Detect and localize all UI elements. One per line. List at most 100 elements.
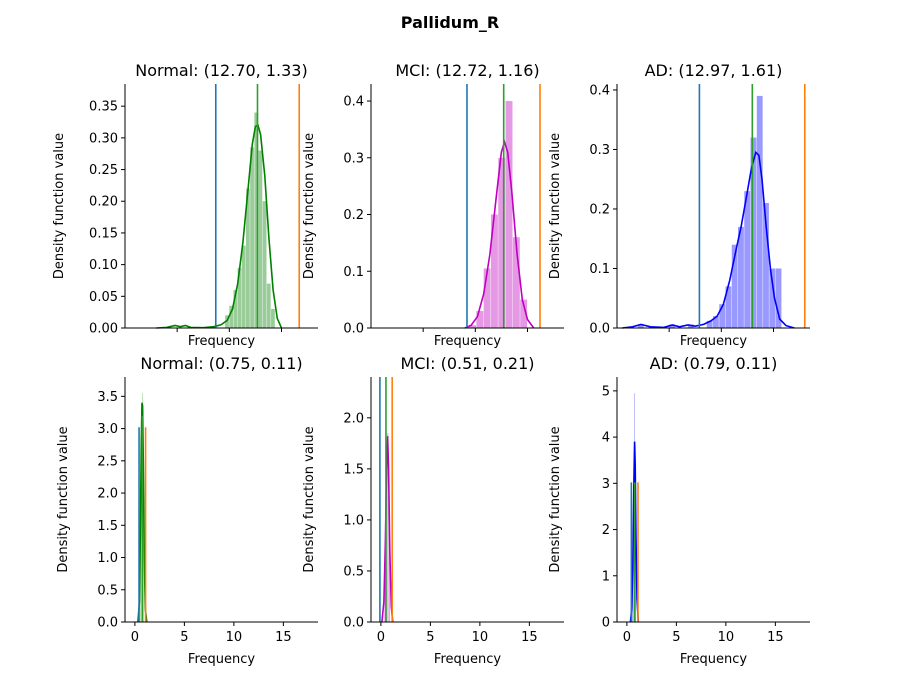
hist-bar: [775, 268, 782, 328]
x-tick-label: 15: [275, 630, 292, 645]
y-tick-label: 2: [602, 523, 610, 538]
x-tick-label: 0: [623, 630, 631, 645]
hist-bar: [140, 538, 141, 622]
hist-bar: [250, 147, 254, 328]
kde-curve: [381, 436, 394, 623]
x-axis-label: Frequency: [680, 652, 747, 667]
hist-bar: [262, 201, 267, 328]
y-tick-label: 1.5: [97, 519, 118, 534]
subplot-ad-bottom: 0 1 2 3 4 5 0 5 10 15 AD: (0.79, 0.11) Frequency Den…: [548, 354, 810, 667]
hist-bar: [143, 505, 144, 622]
y-tick-label: 0.0: [343, 616, 364, 631]
x-tick-label: 15: [521, 630, 538, 645]
y-tick-label: 2.5: [97, 454, 118, 469]
hist-bar: [769, 268, 776, 328]
x-axis-label: Frequency: [188, 334, 255, 349]
y-tick-label: 0.20: [89, 195, 118, 210]
y-tick-label: 0.30: [89, 131, 118, 146]
hist-bar: [490, 214, 498, 328]
y-tick-label: 0.00: [89, 322, 118, 337]
y-axis-label: Density function value: [56, 426, 71, 572]
y-tick-label: 0.0: [97, 616, 118, 631]
y-tick-label: 0.5: [97, 583, 118, 598]
y-tick-label: 0.0: [343, 322, 364, 337]
y-tick-label: 0.35: [89, 100, 118, 115]
subplot-normal-top: 0.00 0.05 0.10 0.15 0.20 0.25 0.30 0.35 Normal: …: [52, 61, 318, 349]
y-tick-label: 0.4: [343, 95, 364, 110]
x-tick-label: 0: [377, 630, 385, 645]
y-tick-label: 0.05: [89, 290, 118, 305]
y-tick-label: 4: [602, 431, 610, 446]
subplot-title: Normal: (12.70, 1.33): [135, 61, 307, 80]
x-tick-label: 5: [672, 630, 680, 645]
y-tick-label: 2.0: [97, 487, 118, 502]
subplot-mci-top: 0.0 0.1 0.2 0.3 0.4 MCI: (12.72, 1.16) Frequen…: [302, 61, 564, 349]
y-tick-label: 0.2: [589, 202, 610, 217]
hist-bar: [738, 226, 744, 328]
hist-bar: [229, 305, 234, 328]
y-tick-label: 2.0: [343, 411, 364, 426]
y-tick-label: 1.0: [343, 513, 364, 528]
kde-curve: [622, 150, 795, 329]
y-tick-label: 0.4: [589, 83, 610, 98]
x-axis-label: Frequency: [434, 334, 501, 349]
x-tick-label: 5: [426, 630, 434, 645]
hist-bar: [719, 304, 726, 328]
hist-bar: [712, 316, 719, 328]
x-tick-label: 15: [767, 630, 784, 645]
y-tick-label: 0.15: [89, 226, 118, 241]
y-tick-label: 0.5: [343, 564, 364, 579]
y-tick-label: 1: [602, 569, 610, 584]
y-axis-label: Density function value: [302, 133, 317, 279]
y-tick-label: 0.3: [589, 143, 610, 158]
x-tick-label: 10: [472, 630, 489, 645]
hist-bar: [237, 267, 242, 328]
subplot-grid: 0.000.050.100.150.200.250.300.35Normal: …: [52, 61, 810, 667]
x-axis-label: Frequency: [680, 334, 747, 349]
y-axis-label: Density function value: [302, 426, 317, 572]
y-tick-label: 5: [602, 384, 610, 399]
y-axis-label: Density function value: [548, 426, 563, 572]
subplot-title: AD: (0.79, 0.11): [650, 354, 778, 373]
subplot-normal-bottom: 0.0 0.5 1.0 1.5 2.0 2.5 3.0 3.5 0 5 10 15 Normal: (0…: [56, 354, 318, 667]
hist-bar: [387, 433, 389, 622]
y-axis-label: Density function value: [52, 133, 67, 279]
subplot-title: MCI: (12.72, 1.16): [395, 61, 539, 80]
subplot-title: MCI: (0.51, 0.21): [400, 354, 534, 373]
hist-bar: [388, 530, 390, 622]
kde-curve: [156, 124, 283, 329]
x-axis-label: Frequency: [188, 652, 255, 667]
y-tick-label: 0.3: [343, 151, 364, 166]
hist-bar: [637, 324, 644, 328]
hist-bar: [520, 299, 528, 328]
hist-bar: [505, 101, 513, 328]
hist-bar: [476, 310, 484, 328]
y-axis-label: Density function value: [548, 133, 563, 279]
subplot-ad-top: 0.0 0.1 0.2 0.3 0.4 AD: (12.97, 1.61) Frequenc…: [548, 61, 810, 349]
hist-bar: [266, 283, 271, 328]
x-tick-label: 5: [180, 630, 188, 645]
hist-bar: [254, 112, 259, 329]
y-tick-label: 0.1: [343, 265, 364, 280]
y-tick-label: 1.0: [97, 551, 118, 566]
hist-bar: [498, 157, 506, 328]
y-tick-label: 0.10: [89, 258, 118, 273]
hist-bar: [669, 324, 676, 328]
figure-suptitle: Pallidum_R: [401, 13, 499, 32]
hist-bar: [483, 268, 491, 328]
subplot-title: Normal: (0.75, 0.11): [140, 354, 302, 373]
hist-bar: [469, 325, 476, 328]
y-tick-label: 0.25: [89, 163, 118, 178]
y-tick-label: 0.0: [589, 322, 610, 337]
hist-bar: [241, 245, 246, 328]
y-tick-label: 0: [602, 616, 610, 631]
subplot-title: AD: (12.97, 1.61): [645, 61, 783, 80]
hist-bar: [744, 191, 751, 328]
y-tick-label: 1.5: [343, 462, 364, 477]
y-tick-label: 3.0: [97, 422, 118, 437]
hist-bar: [635, 538, 636, 622]
hist-bar: [258, 150, 263, 328]
subplot-mci-bottom: 0.0 0.5 1.0 1.5 2.0 0 5 10 15 MCI: (0.51, 0.21) Fr…: [302, 354, 564, 667]
hist-bar: [731, 244, 738, 328]
hist-bar: [271, 308, 275, 328]
